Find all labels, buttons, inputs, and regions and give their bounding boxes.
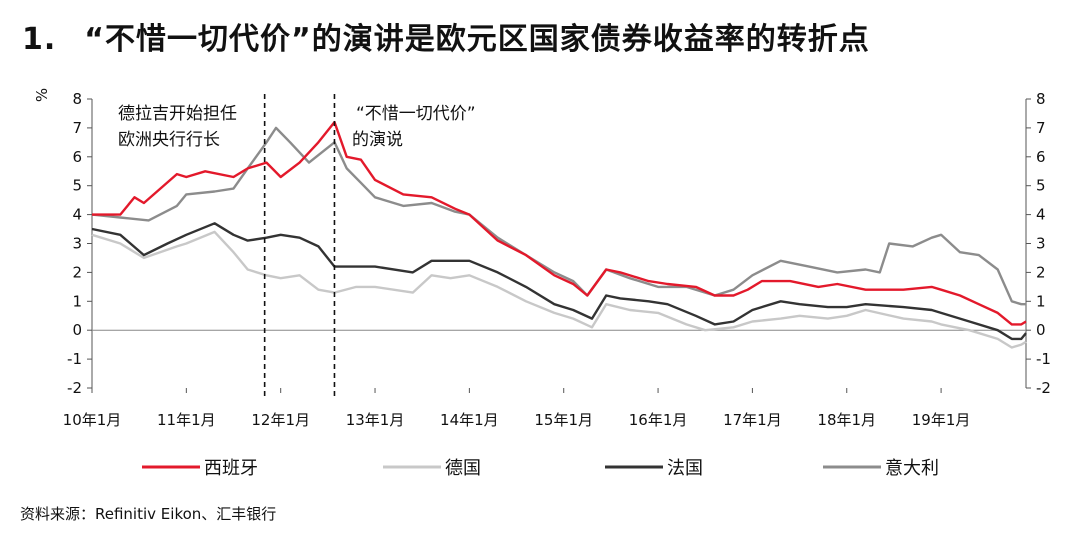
x-tick-label: 16年1月	[629, 411, 688, 429]
y-tick-label-left: -2	[67, 379, 82, 397]
x-tick-label: 15年1月	[534, 411, 593, 429]
chart-series	[91, 120, 1027, 349]
x-tick-label: 11年1月	[157, 411, 216, 429]
y-tick-label-right: 2	[1036, 263, 1046, 281]
y-tick-label-right: 3	[1036, 235, 1046, 253]
y-tick-label-right: 4	[1036, 206, 1046, 224]
y-tick-label-left: 3	[72, 235, 82, 253]
y-tick-label-right: 6	[1036, 148, 1046, 166]
x-tick-label: 14年1月	[440, 411, 499, 429]
series-line-2	[91, 230, 1027, 349]
series-line-3	[91, 222, 1027, 341]
chart-title: 1. “不惜一切代价”的演讲是欧元区国家债券收益率的转折点	[22, 14, 870, 58]
chart-axes: 8 8 7 7 6 6 5 5 4 4 3 3 2 2 1 1 0 0 -1 -1 -2 -2% 10年1月 11年1月 12年…	[33, 88, 1051, 429]
y-tick-label-left: 2	[72, 263, 82, 281]
x-tick-label: 13年1月	[346, 411, 405, 429]
x-tick-label: 19年1月	[912, 411, 971, 429]
x-tick-label: 10年1月	[63, 411, 122, 429]
y-tick-label-left: 8	[72, 90, 82, 108]
y-tick-label-right: -1	[1036, 350, 1051, 368]
y-tick-label-left: 1	[72, 292, 82, 310]
chart-number: 1.	[22, 22, 57, 57]
y-tick-label-right: 8	[1036, 90, 1046, 108]
x-tick-label: 12年1月	[251, 411, 310, 429]
legend-label-1: 西班牙	[204, 458, 258, 479]
chart-legend: 西班牙 德国 法国 意大利	[142, 458, 939, 479]
chart-title-text: “不惜一切代价”的演讲是欧元区国家债券收益率的转折点	[84, 22, 870, 57]
legend-label-4: 意大利	[885, 458, 939, 479]
y-tick-label-left: 5	[72, 177, 82, 195]
annotation-text-2-line1: “不惜一切代价”	[356, 104, 476, 124]
y-axis-label: %	[33, 88, 51, 102]
y-tick-label-left: -1	[67, 350, 82, 368]
x-tick-label: 18年1月	[817, 411, 876, 429]
series-line-4	[91, 126, 1026, 306]
y-tick-label-left: 4	[72, 206, 82, 224]
y-tick-label-right: 5	[1036, 177, 1046, 195]
source-note: 资料来源：Refinitiv Eikon、汇丰银行	[20, 505, 277, 523]
annotation-text-2-line2: 的演说	[352, 130, 403, 150]
y-tick-label-left: 6	[72, 148, 82, 166]
x-tick-label: 17年1月	[723, 411, 782, 429]
y-tick-label-right: 0	[1036, 321, 1046, 339]
legend-label-3: 法国	[667, 458, 703, 479]
line-chart: 8 8 7 7 6 6 5 5 4 4 3 3 2 2 1 1 0 0 -1 -1 -2 -2% 10年1月 11年1月 12年…	[33, 88, 1051, 479]
legend-label-2: 德国	[445, 458, 481, 479]
annotation-text-1-line2: 欧洲央行行长	[118, 130, 220, 150]
y-tick-label-right: 1	[1036, 292, 1046, 310]
y-tick-label-left: 0	[72, 321, 82, 339]
annotation-text-1-line1: 德拉吉开始担任	[118, 104, 237, 124]
y-tick-label-left: 7	[72, 119, 82, 137]
series-line-1	[92, 120, 1027, 326]
y-tick-label-right: 7	[1036, 119, 1046, 137]
y-tick-label-right: -2	[1036, 379, 1051, 397]
